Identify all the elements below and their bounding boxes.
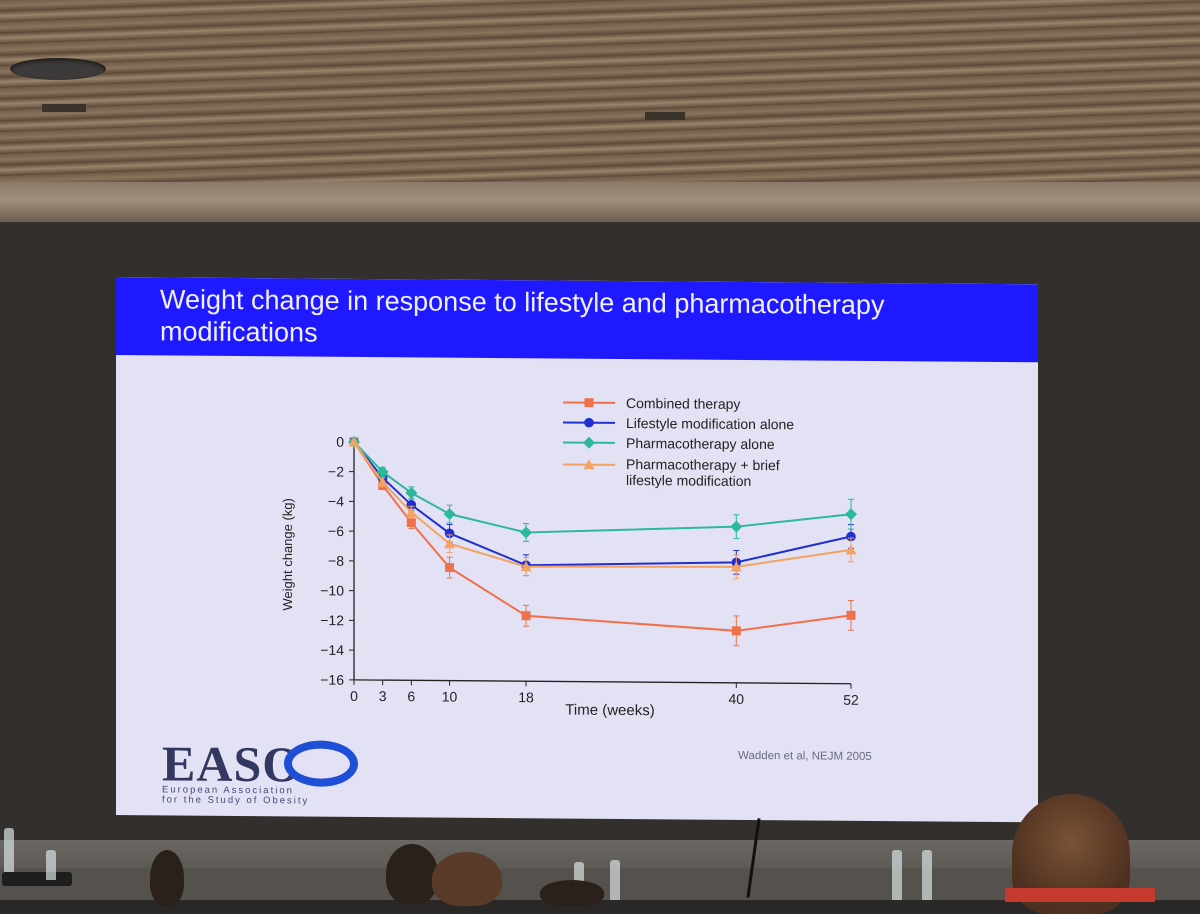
y-tick-label: −12 <box>320 612 344 628</box>
data-point <box>846 544 857 554</box>
y-axis-label: Weight change (kg) <box>280 498 295 611</box>
ceiling-light <box>10 58 106 80</box>
y-tick-label: −16 <box>320 672 344 688</box>
data-point <box>444 508 456 520</box>
y-tick-label: −6 <box>328 523 344 539</box>
citation-text: Wadden et al, NEJM 2005 <box>738 750 872 763</box>
ceiling-vent <box>42 104 86 112</box>
series-line <box>354 442 851 535</box>
legend-label: Pharmacotherapy + brief <box>626 456 780 473</box>
water-bottle <box>610 860 620 900</box>
y-tick-label: −4 <box>328 493 344 509</box>
x-tick-label: 10 <box>442 689 458 705</box>
y-tick-label: −14 <box>320 642 344 658</box>
ceiling-vent <box>645 112 685 120</box>
series-1 <box>349 437 856 578</box>
y-tick-label: −2 <box>328 463 344 479</box>
water-bottle <box>892 850 902 900</box>
x-tick-label: 40 <box>729 691 745 707</box>
data-point <box>845 508 857 520</box>
wooden-ceiling <box>0 0 1200 190</box>
x-tick-label: 52 <box>843 692 859 708</box>
x-tick-label: 18 <box>518 689 534 705</box>
y-tick-label: −10 <box>320 582 344 598</box>
data-point <box>847 611 856 620</box>
x-tick-label: 6 <box>407 688 415 704</box>
data-point <box>730 521 742 533</box>
legend-marker <box>583 437 595 449</box>
x-axis-label: Time (weeks) <box>565 702 654 720</box>
water-bottle <box>4 828 14 872</box>
data-point <box>522 611 531 620</box>
legend-marker <box>585 398 594 407</box>
data-point <box>732 626 741 635</box>
chart-series <box>348 436 857 647</box>
x-tick-label: 0 <box>350 688 358 704</box>
audience-head <box>432 852 502 906</box>
legend-label: lifestyle modification <box>626 472 751 489</box>
water-bottle <box>922 850 932 900</box>
legend-label: Combined therapy <box>626 395 740 412</box>
series-2 <box>348 436 857 544</box>
chart-legend: Combined therapy Lifestyle modification a… <box>563 395 794 490</box>
legend-label: Pharmacotherapy alone <box>626 435 775 452</box>
series-3 <box>349 436 857 579</box>
easo-subtitle-line2: for the Study of Obesity <box>162 795 382 807</box>
y-tick-label: 0 <box>336 434 344 450</box>
ceiling-beam <box>0 182 1200 222</box>
audience-head <box>150 850 184 906</box>
data-point <box>407 518 416 527</box>
x-tick-label: 3 <box>379 688 387 704</box>
data-point <box>520 526 532 538</box>
legend-marker <box>584 418 594 428</box>
x-axis-line <box>354 680 851 684</box>
tabletop-device <box>2 872 72 886</box>
y-tick-label: −8 <box>328 553 344 569</box>
chart-axes: 0 −2 −4 −6 −8 −10 −12 −14 −16 0 3 6 10 18 40 52 <box>320 434 859 708</box>
audience-head <box>540 880 604 906</box>
legend-label: Lifestyle modification alone <box>626 415 794 432</box>
water-bottle <box>46 850 56 880</box>
easo-logo-ring <box>284 740 358 787</box>
easo-logo-subtitle: European Association for the Study of Ob… <box>162 785 382 807</box>
presentation-slide: Weight change in response to lifestyle a… <box>116 277 1038 822</box>
data-point <box>445 563 454 572</box>
audience-head <box>386 844 438 904</box>
